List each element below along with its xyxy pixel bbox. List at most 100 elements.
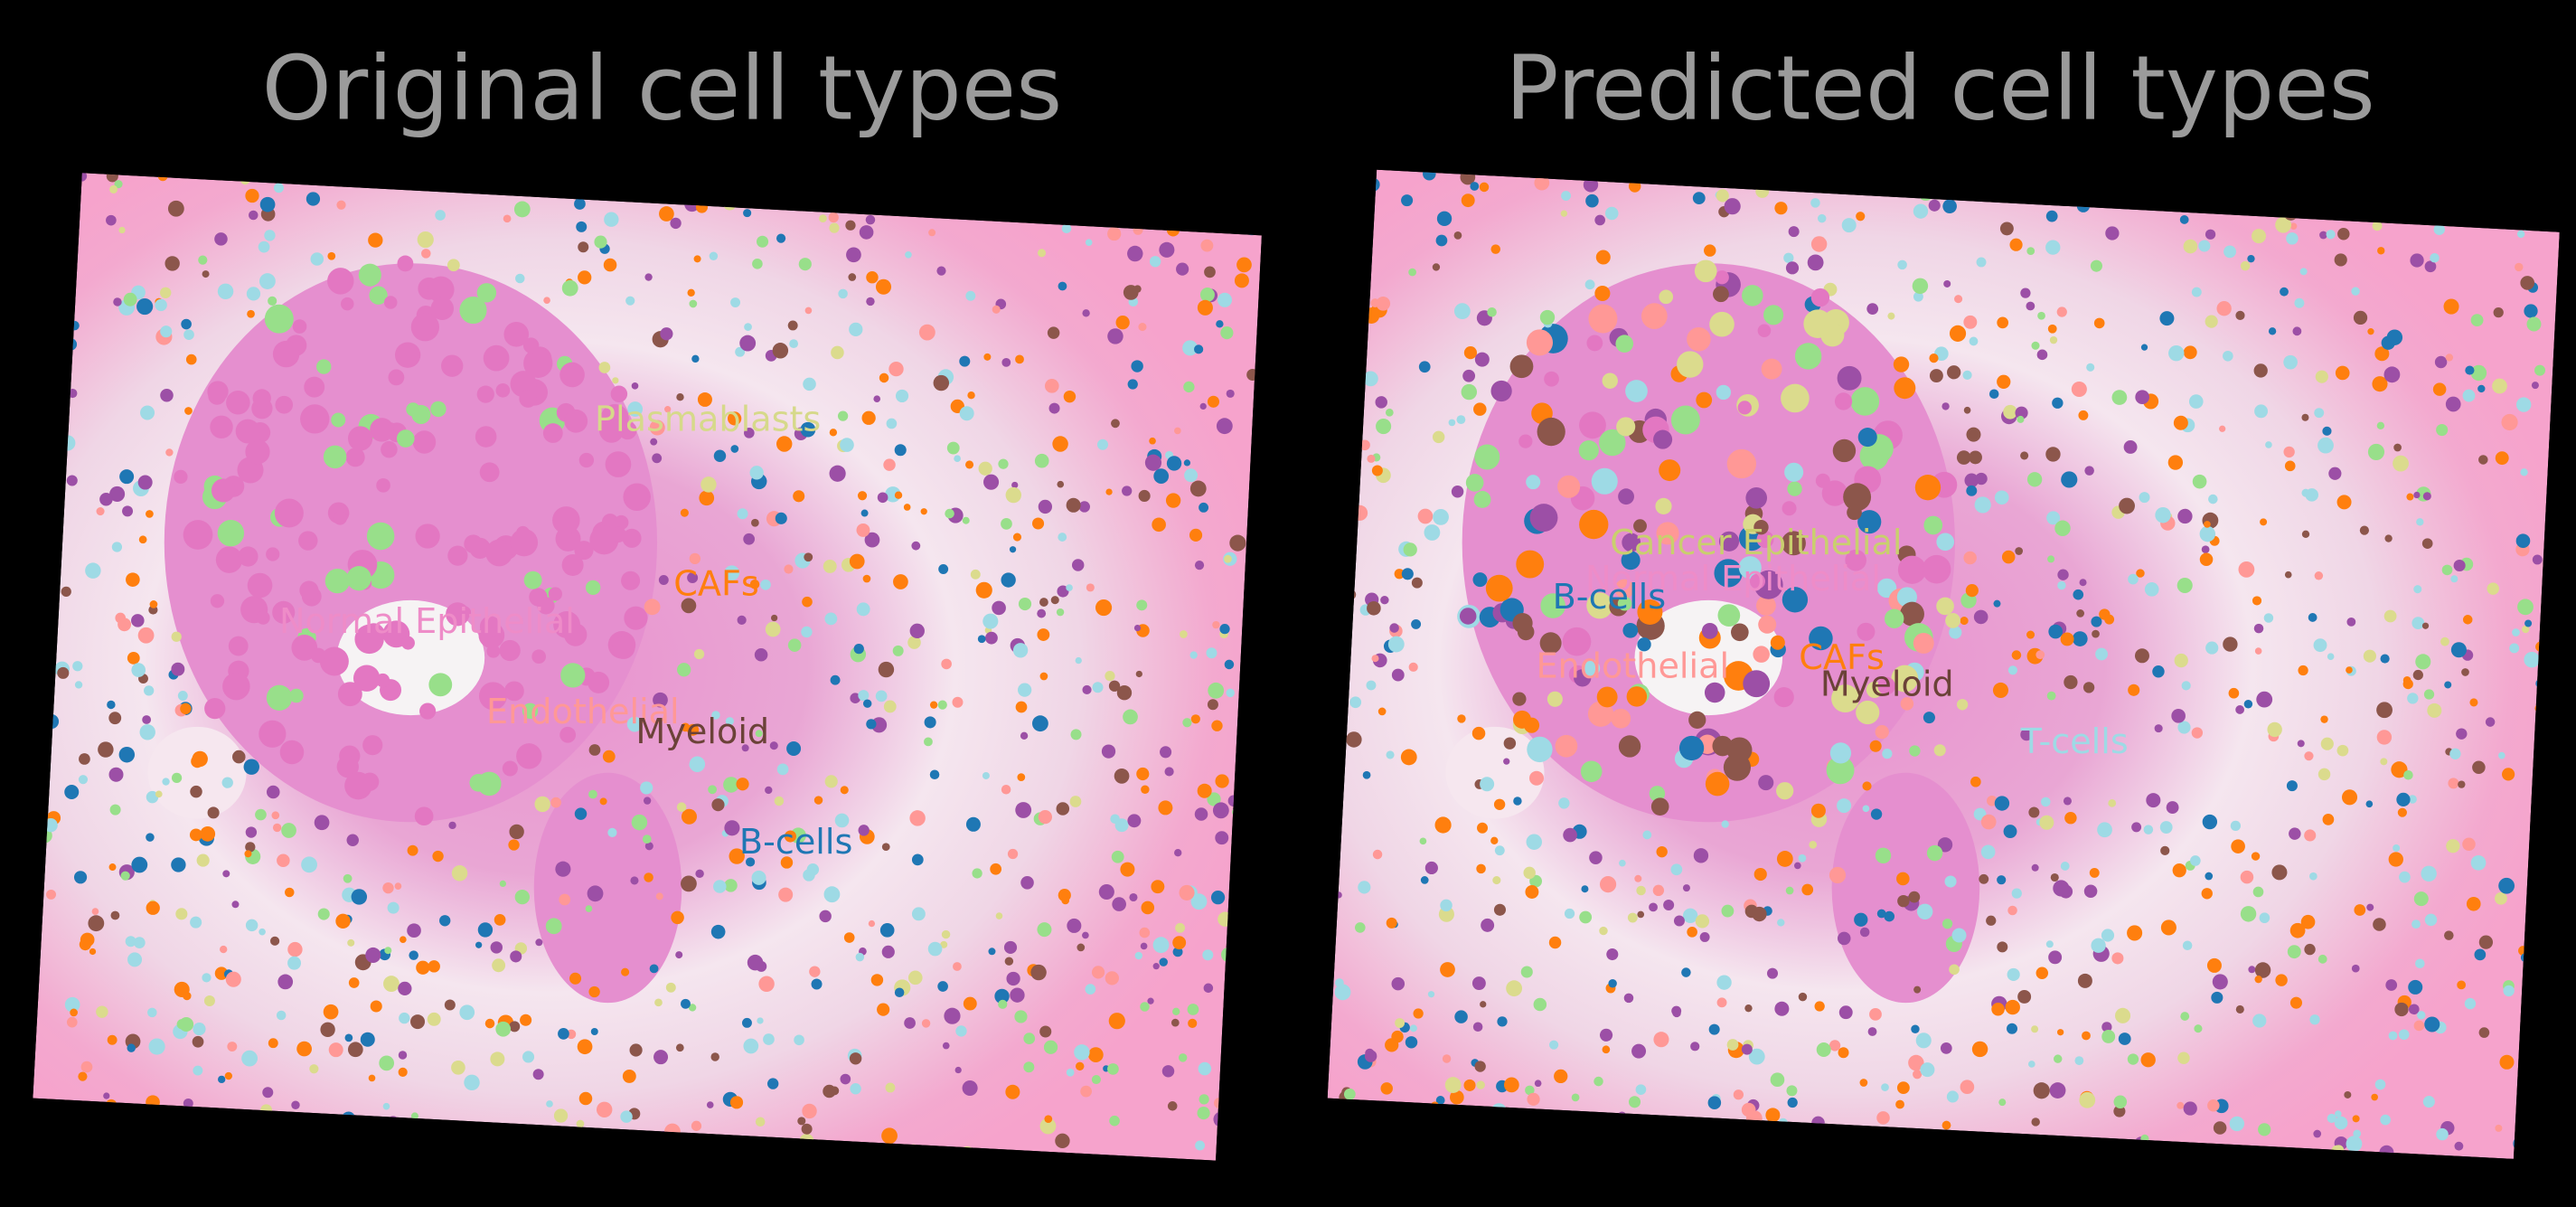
cell-dot <box>296 1041 312 1057</box>
cell-type-label: Endothelial <box>1536 646 1729 685</box>
cell-dot <box>1589 851 1603 864</box>
cell-dot <box>1007 848 1019 860</box>
cell-dot <box>2267 721 2282 738</box>
cell-dot <box>797 1117 806 1126</box>
cell-dot <box>1453 303 1471 320</box>
cell-dot <box>1159 957 1168 967</box>
cell-dot <box>886 418 898 429</box>
cell-dot <box>1809 626 1833 651</box>
cell-dot <box>2372 221 2383 231</box>
cell-dot <box>369 286 388 305</box>
cell-dot <box>834 813 850 828</box>
cell-dot <box>1708 1023 1720 1035</box>
cell-dot <box>559 893 571 906</box>
cell-dot <box>1005 1084 1020 1099</box>
cell-dot <box>2284 460 2296 472</box>
cell-dot <box>106 214 117 226</box>
cell-dot <box>246 287 261 301</box>
cell-dot <box>1636 885 1646 896</box>
cell-dot <box>1055 1133 1070 1149</box>
cell-dot <box>1897 894 1910 908</box>
cell-dot <box>503 321 530 347</box>
cell-dot <box>1616 417 1636 437</box>
cell-dot <box>140 405 155 420</box>
cell-dot <box>428 960 440 973</box>
cell-dot <box>1215 774 1229 788</box>
cell-dot <box>252 389 271 408</box>
cell-dot <box>1509 354 1534 379</box>
cell-dot <box>1224 659 1235 670</box>
cell-dot <box>1583 660 1601 677</box>
cell-dot <box>729 848 745 864</box>
cell-dot <box>174 469 188 484</box>
cell-dot <box>1928 199 1941 212</box>
cell-dot <box>644 273 653 281</box>
cell-dot <box>1199 1094 1209 1105</box>
cell-dot <box>1037 922 1052 938</box>
cell-dot <box>687 723 700 736</box>
cell-dot <box>1635 1084 1647 1095</box>
cell-dot <box>2089 867 2100 878</box>
cell-dot <box>1207 395 1220 408</box>
cell-dot <box>2301 413 2309 421</box>
cell-dot <box>1756 531 1774 549</box>
cell-dot <box>347 426 373 451</box>
cell-dot <box>477 922 494 938</box>
cell-dot <box>741 744 749 752</box>
cell-dot <box>1195 1140 1206 1151</box>
cell-dot <box>1753 519 1769 535</box>
cell-dot <box>542 423 563 443</box>
cell-dot <box>2252 229 2267 244</box>
cell-dot <box>1876 909 1886 919</box>
cell-dot <box>2470 314 2484 327</box>
cell-dot <box>2179 215 2189 224</box>
cell-dot <box>711 711 720 720</box>
cell-dot <box>1563 827 1577 843</box>
cell-dot <box>1857 510 1882 534</box>
cell-dot <box>2477 384 2486 393</box>
cell-dot <box>218 1075 226 1084</box>
cell-dot <box>1037 628 1050 641</box>
cell-dot <box>2026 472 2043 487</box>
cell-dot <box>2256 691 2273 708</box>
cell-dot <box>983 474 1000 490</box>
cell-dot <box>2374 1079 2386 1090</box>
cell-dot <box>2317 437 2334 454</box>
cell-dot <box>1670 863 1683 876</box>
cell-dot <box>2258 1123 2271 1136</box>
cell-dot <box>644 842 653 851</box>
cell-dot <box>1820 323 1845 347</box>
cell-dot <box>238 546 259 567</box>
cell-dot <box>786 740 802 756</box>
cell-dot <box>2454 1141 2464 1151</box>
cell-dot <box>1891 665 1919 693</box>
cell-dot <box>2259 912 2270 924</box>
cell-dot <box>1960 1080 1975 1095</box>
cell-dot <box>532 1069 544 1080</box>
cell-dot <box>1526 834 1543 850</box>
cell-dot <box>381 440 398 458</box>
cell-dot <box>857 491 868 501</box>
cell-dot <box>46 889 56 900</box>
cell-dot <box>171 857 186 872</box>
cell-dot <box>725 717 734 726</box>
cell-dot <box>1039 1025 1052 1038</box>
cell-dot <box>160 287 172 298</box>
cell-dot <box>2421 538 2433 549</box>
cell-dot <box>681 875 697 892</box>
cell-dot <box>486 644 501 658</box>
cell-dot <box>2188 394 2204 409</box>
cell-dot <box>563 623 588 646</box>
cell-dot <box>2213 1121 2227 1135</box>
cell-dot <box>2531 382 2539 390</box>
cell-dot <box>1012 533 1022 542</box>
cell-dot <box>2015 406 2028 420</box>
cell-dot <box>131 663 146 677</box>
cell-dot <box>80 1061 93 1073</box>
cell-dot <box>784 564 794 574</box>
cell-dot <box>711 798 725 812</box>
cell-dot <box>301 856 317 873</box>
cell-dot <box>2308 613 2317 622</box>
cell-dot <box>2263 613 2274 623</box>
cell-dot <box>479 616 502 637</box>
